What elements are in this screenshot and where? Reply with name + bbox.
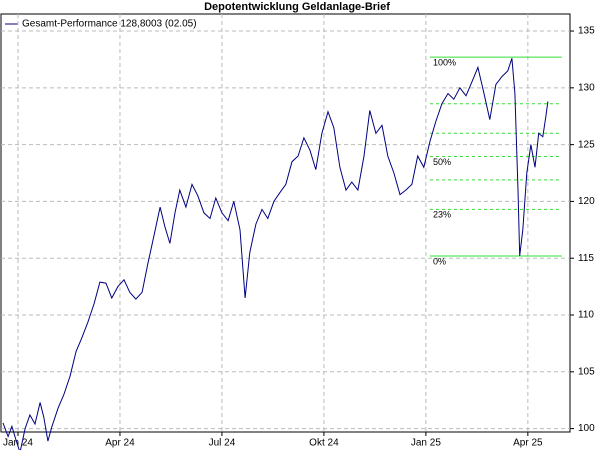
y-tick-label: 120 <box>578 196 595 207</box>
x-tick-label: Jul 24 <box>209 438 236 449</box>
x-tick-label: Jan 25 <box>411 438 441 449</box>
fib-label: 100% <box>433 58 456 68</box>
y-tick-label: 110 <box>578 310 594 321</box>
y-tick-label: 105 <box>578 366 595 377</box>
y-tick-label: 135 <box>578 26 595 37</box>
x-tick-label: Apr 25 <box>513 438 543 449</box>
fib-label: 23% <box>433 210 451 220</box>
data-line <box>2 58 549 450</box>
y-tick-label: 130 <box>578 82 595 93</box>
y-tick-label: 125 <box>578 139 595 150</box>
legend-label: Gesamt-Performance 128,8003 (02.05) <box>22 19 197 30</box>
chart-title: Depotentwicklung Geldanlage-Brief <box>204 1 390 13</box>
x-tick-label: Jan 24 <box>3 438 33 449</box>
y-tick-label: 115 <box>578 253 594 264</box>
y-tick-label: 100 <box>578 423 595 434</box>
x-tick-label: Apr 24 <box>105 438 135 449</box>
fib-label: 50% <box>433 157 451 167</box>
fib-label: 0% <box>433 256 446 266</box>
plot-area <box>0 13 571 433</box>
x-tick-label: Okt 24 <box>309 438 339 449</box>
